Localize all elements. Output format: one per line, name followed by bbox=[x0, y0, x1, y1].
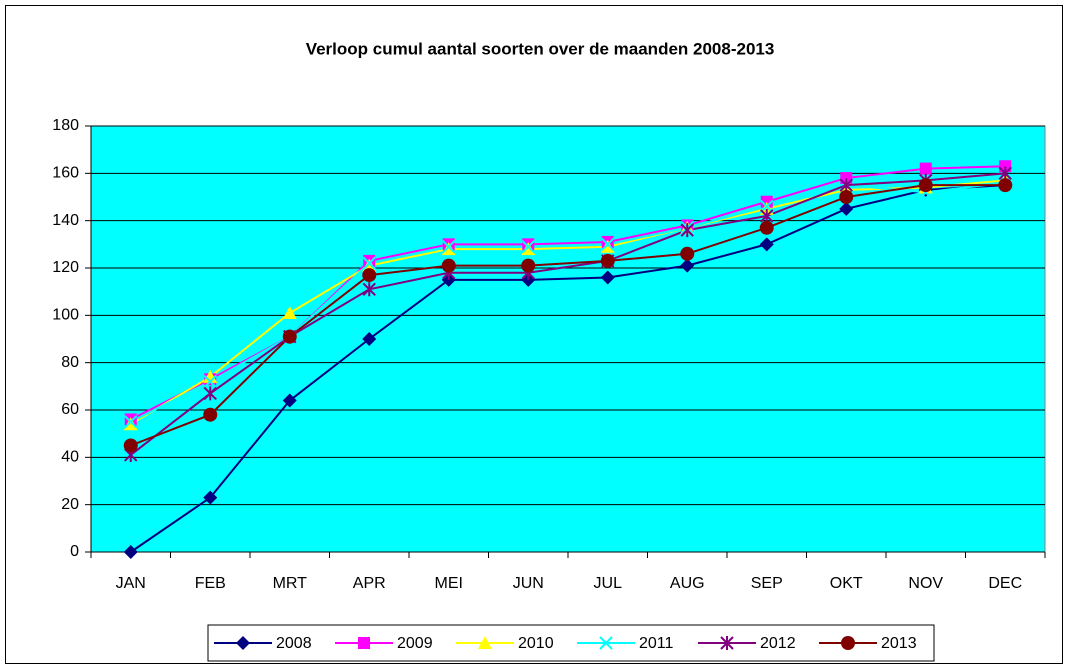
marker bbox=[680, 223, 694, 238]
marker bbox=[362, 256, 376, 270]
y-tick-label: 40 bbox=[61, 449, 79, 466]
marker bbox=[362, 332, 377, 346]
legend-label: 2009 bbox=[397, 635, 433, 652]
legend-label: 2012 bbox=[760, 635, 796, 652]
marker bbox=[123, 545, 138, 559]
marker bbox=[680, 246, 695, 261]
series-line bbox=[130, 184, 1006, 447]
plot-area bbox=[90, 125, 1046, 553]
marker bbox=[203, 490, 218, 505]
y-tick-label: 120 bbox=[52, 259, 79, 276]
marker bbox=[441, 258, 456, 273]
x-tick-label: JUL bbox=[594, 575, 623, 592]
marker bbox=[600, 253, 615, 268]
marker bbox=[759, 220, 774, 235]
marker bbox=[441, 242, 456, 256]
legend-label: 2010 bbox=[518, 635, 554, 652]
marker bbox=[760, 208, 774, 223]
marker bbox=[839, 178, 853, 193]
marker bbox=[124, 415, 138, 429]
marker bbox=[362, 268, 377, 283]
y-tick-label: 140 bbox=[52, 212, 79, 229]
marker bbox=[600, 270, 615, 285]
marker bbox=[282, 305, 297, 319]
x-tick-label: SEP bbox=[751, 575, 783, 592]
legend-marker bbox=[478, 636, 492, 649]
marker bbox=[442, 239, 456, 254]
legend-label: 2011 bbox=[639, 635, 674, 652]
y-tick-label: 60 bbox=[61, 401, 79, 418]
y-tick-label: 0 bbox=[70, 543, 79, 560]
x-tick-label: JAN bbox=[116, 575, 146, 592]
legend-marker bbox=[841, 636, 855, 650]
marker bbox=[521, 258, 536, 273]
marker bbox=[203, 407, 218, 422]
marker bbox=[839, 201, 854, 216]
y-tick-label: 100 bbox=[52, 307, 79, 324]
marker bbox=[203, 374, 217, 389]
legend-marker bbox=[720, 636, 734, 650]
legend-marker bbox=[358, 637, 370, 649]
marker bbox=[123, 438, 138, 453]
x-tick-label: NOV bbox=[908, 575, 943, 592]
y-tick-label: 80 bbox=[61, 354, 79, 371]
legend-label: 2008 bbox=[276, 635, 312, 652]
y-tick-label: 20 bbox=[61, 496, 79, 513]
marker bbox=[998, 178, 1013, 193]
marker bbox=[362, 258, 377, 272]
x-tick-label: MRT bbox=[273, 575, 308, 592]
y-tick-label: 180 bbox=[52, 117, 79, 134]
marker bbox=[600, 239, 615, 253]
marker bbox=[521, 242, 536, 256]
marker bbox=[123, 417, 138, 431]
marker bbox=[839, 190, 854, 204]
chart-title: Verloop cumul aantal soorten over de maa… bbox=[306, 39, 775, 58]
marker bbox=[998, 166, 1012, 181]
x-tick-label: JUN bbox=[513, 575, 544, 592]
marker bbox=[521, 239, 535, 254]
marker bbox=[601, 237, 615, 252]
legend-label: 2013 bbox=[881, 635, 917, 652]
marker bbox=[282, 329, 297, 344]
marker bbox=[680, 258, 695, 273]
x-tick-label: FEB bbox=[195, 575, 226, 592]
x-tick-label: OKT bbox=[830, 575, 863, 592]
marker bbox=[203, 386, 217, 401]
marker bbox=[919, 162, 932, 175]
legend-marker bbox=[599, 636, 613, 650]
marker bbox=[203, 369, 218, 383]
marker bbox=[918, 178, 933, 193]
y-tick-label: 160 bbox=[52, 165, 79, 182]
series-line bbox=[130, 172, 1006, 456]
x-tick-label: APR bbox=[353, 575, 386, 592]
marker bbox=[362, 282, 376, 297]
legend-box bbox=[207, 624, 935, 662]
marker bbox=[282, 393, 297, 408]
series-line bbox=[130, 179, 1006, 426]
legend-marker bbox=[236, 636, 250, 650]
x-tick-label: MEI bbox=[435, 575, 463, 592]
marker bbox=[759, 237, 774, 252]
series-line bbox=[130, 181, 1006, 423]
x-tick-label: AUG bbox=[670, 575, 705, 592]
x-tick-label: DEC bbox=[988, 575, 1022, 592]
marker bbox=[760, 199, 774, 214]
series-line bbox=[130, 184, 1006, 553]
